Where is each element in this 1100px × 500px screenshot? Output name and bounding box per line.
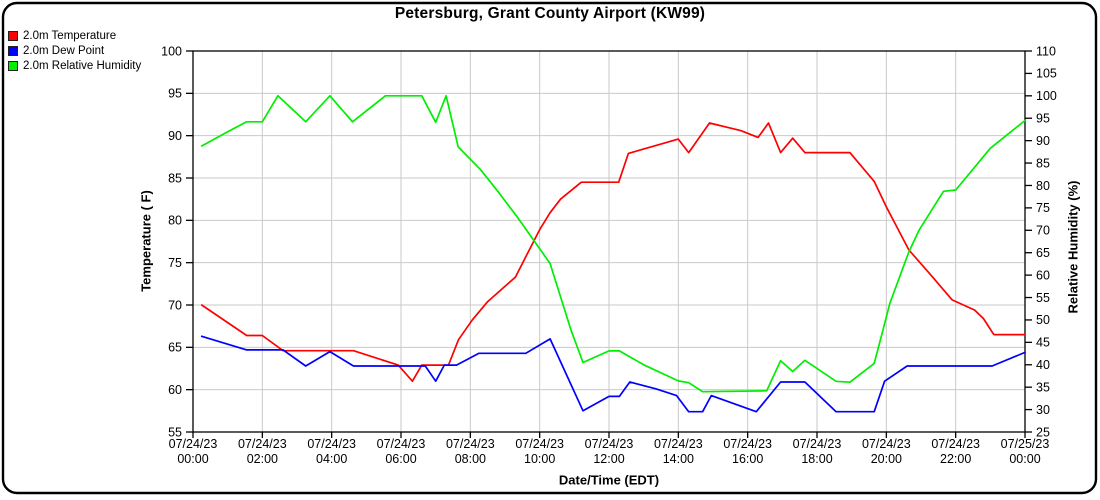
svg-text:07/24/23: 07/24/23 (862, 437, 911, 451)
svg-text:12:00: 12:00 (593, 452, 624, 466)
svg-text:07/24/23: 07/24/23 (169, 437, 218, 451)
svg-text:07/24/23: 07/24/23 (793, 437, 842, 451)
svg-text:00:00: 00:00 (1009, 452, 1040, 466)
svg-text:80: 80 (1036, 179, 1050, 193)
svg-text:65: 65 (168, 341, 182, 355)
svg-text:06:00: 06:00 (385, 452, 416, 466)
svg-text:07/24/23: 07/24/23 (377, 437, 426, 451)
svg-text:70: 70 (1036, 224, 1050, 238)
svg-text:14:00: 14:00 (663, 452, 694, 466)
svg-text:07/24/23: 07/24/23 (515, 437, 564, 451)
legend-item-temperature: 2.0m Temperature (8, 28, 141, 43)
temperature-line (200, 122, 1026, 383)
x-axis-title: Date/Time (EDT) (558, 472, 660, 488)
right-tick-labels: 110 105 100 95 90 85 80 75 70 65 60 55 50 45 40 35 30 25 (1036, 44, 1057, 439)
svg-text:07/24/23: 07/24/23 (446, 437, 495, 451)
svg-text:40: 40 (1036, 358, 1050, 372)
svg-text:07/25/23: 07/25/23 (1001, 437, 1050, 451)
chart-title: Petersburg, Grant County Airport (KW99) (394, 5, 706, 22)
svg-text:100: 100 (161, 44, 182, 58)
svg-text:25: 25 (1036, 425, 1050, 439)
left-axis-title: Temperature ( F) (138, 190, 154, 292)
svg-text:08:00: 08:00 (455, 452, 486, 466)
chart-legend: 2.0m Temperature 2.0m Dew Point 2.0m Rel… (8, 28, 141, 73)
svg-text:07/24/23: 07/24/23 (585, 437, 634, 451)
svg-text:55: 55 (1036, 291, 1050, 305)
svg-text:02:00: 02:00 (247, 452, 278, 466)
svg-text:70: 70 (168, 298, 182, 312)
svg-text:16:00: 16:00 (732, 452, 763, 466)
svg-text:105: 105 (1036, 67, 1057, 81)
svg-text:85: 85 (1036, 156, 1050, 170)
svg-text:60: 60 (1036, 268, 1050, 282)
left-tick-labels: 100 95 90 85 80 75 70 65 60 55 (161, 44, 182, 439)
svg-text:07/24/23: 07/24/23 (654, 437, 703, 451)
legend-item-relative-humidity: 2.0m Relative Humidity (8, 58, 141, 73)
svg-text:20:00: 20:00 (871, 452, 902, 466)
svg-text:85: 85 (168, 171, 182, 185)
x-tick-labels: 07/24/2300:0007/24/2302:0007/24/2304:000… (169, 437, 1050, 466)
relative-humidity-swatch-icon (8, 60, 18, 71)
svg-text:95: 95 (168, 87, 182, 101)
svg-text:60: 60 (168, 383, 182, 397)
temperature-swatch-icon (8, 30, 18, 41)
svg-text:07/24/23: 07/24/23 (307, 437, 356, 451)
legend-item-dew-point: 2.0m Dew Point (8, 43, 141, 58)
right-axis-title: Relative Humidity (%) (1065, 180, 1081, 314)
svg-text:07/24/23: 07/24/23 (931, 437, 980, 451)
svg-text:22:00: 22:00 (940, 452, 971, 466)
svg-text:95: 95 (1036, 112, 1050, 126)
svg-text:80: 80 (168, 214, 182, 228)
svg-text:07/24/23: 07/24/23 (238, 437, 287, 451)
legend-label-relative-humidity: 2.0m Relative Humidity (23, 59, 142, 72)
legend-label-dew-point: 2.0m Dew Point (23, 44, 105, 57)
svg-text:110: 110 (1036, 44, 1056, 58)
svg-text:30: 30 (1036, 403, 1050, 417)
legend-label-temperature: 2.0m Temperature (23, 29, 117, 42)
dew-point-swatch-icon (8, 45, 18, 56)
svg-text:75: 75 (168, 256, 182, 270)
humidity-line (200, 94, 1026, 393)
svg-text:90: 90 (168, 129, 182, 143)
svg-text:50: 50 (1036, 313, 1050, 327)
gridlines (193, 51, 1025, 432)
svg-text:35: 35 (1036, 380, 1050, 394)
svg-text:55: 55 (168, 425, 182, 439)
svg-text:10:00: 10:00 (524, 452, 555, 466)
svg-text:100: 100 (1036, 89, 1057, 103)
svg-text:18:00: 18:00 (801, 452, 832, 466)
svg-text:00:00: 00:00 (177, 452, 208, 466)
tick-marks (186, 50, 1032, 438)
dew-point-line (200, 335, 1026, 413)
svg-text:45: 45 (1036, 336, 1050, 350)
svg-text:65: 65 (1036, 246, 1050, 260)
svg-text:90: 90 (1036, 134, 1050, 148)
svg-text:75: 75 (1036, 201, 1050, 215)
svg-text:07/24/23: 07/24/23 (723, 437, 772, 451)
svg-text:04:00: 04:00 (316, 452, 347, 466)
